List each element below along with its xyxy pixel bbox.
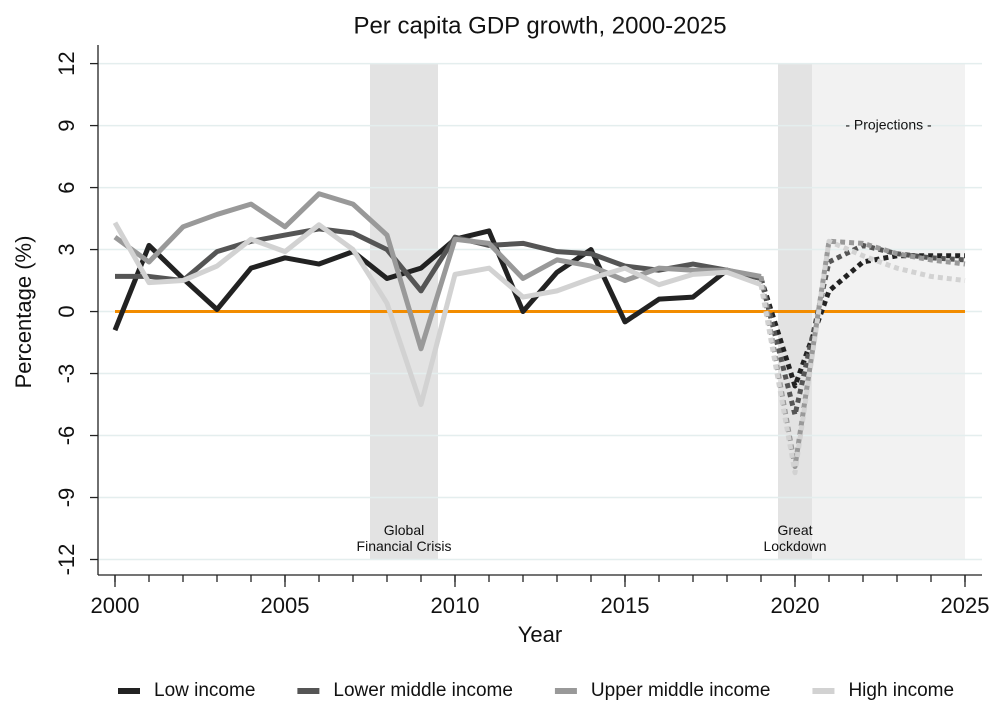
x-tick-label: 2025: [941, 593, 990, 618]
series-line: [112, 228, 762, 332]
y-tick-label: 0: [54, 305, 79, 317]
region-label: Global: [384, 522, 424, 538]
x-tick-label: 2005: [261, 593, 310, 618]
series-line: [112, 221, 762, 408]
x-tick-label: 2020: [771, 593, 820, 618]
y-tick-label: -3: [54, 364, 79, 384]
region-label: Lockdown: [763, 538, 826, 554]
legend-label: High income: [848, 680, 954, 701]
y-tick-label: -12: [54, 544, 79, 576]
region-label: Financial Crisis: [357, 538, 452, 554]
y-tick-label: 6: [54, 181, 79, 193]
legend-label: Lower middle income: [333, 680, 513, 701]
region-label: - Projections -: [845, 116, 932, 132]
y-tick-label: -9: [54, 488, 79, 508]
y-axis-label: Percentage (%): [11, 236, 36, 389]
legend: Low income Lower middle income Upper middl…: [118, 680, 954, 701]
x-axis-label: Year: [518, 622, 562, 647]
region-label: Great: [777, 522, 812, 538]
x-tick-label: 2000: [91, 593, 140, 618]
y-tick-label: 12: [54, 51, 79, 75]
y-tick-label: 9: [54, 119, 79, 131]
y-tick-label: 3: [54, 243, 79, 255]
series-line-projection: [758, 242, 966, 418]
chart-title: Per capita GDP growth, 2000-2025: [353, 12, 726, 39]
series-line-projection: [758, 238, 966, 476]
series-line: [113, 191, 762, 352]
x-tick-label: 2010: [431, 593, 480, 618]
legend-label: Low income: [154, 680, 255, 701]
y-tick-label: -6: [54, 426, 79, 446]
plot-area: [98, 62, 982, 561]
legend-label: Upper middle income: [591, 680, 771, 701]
series-line-projection: [758, 253, 965, 389]
x-tick-label: 2015: [601, 593, 650, 618]
